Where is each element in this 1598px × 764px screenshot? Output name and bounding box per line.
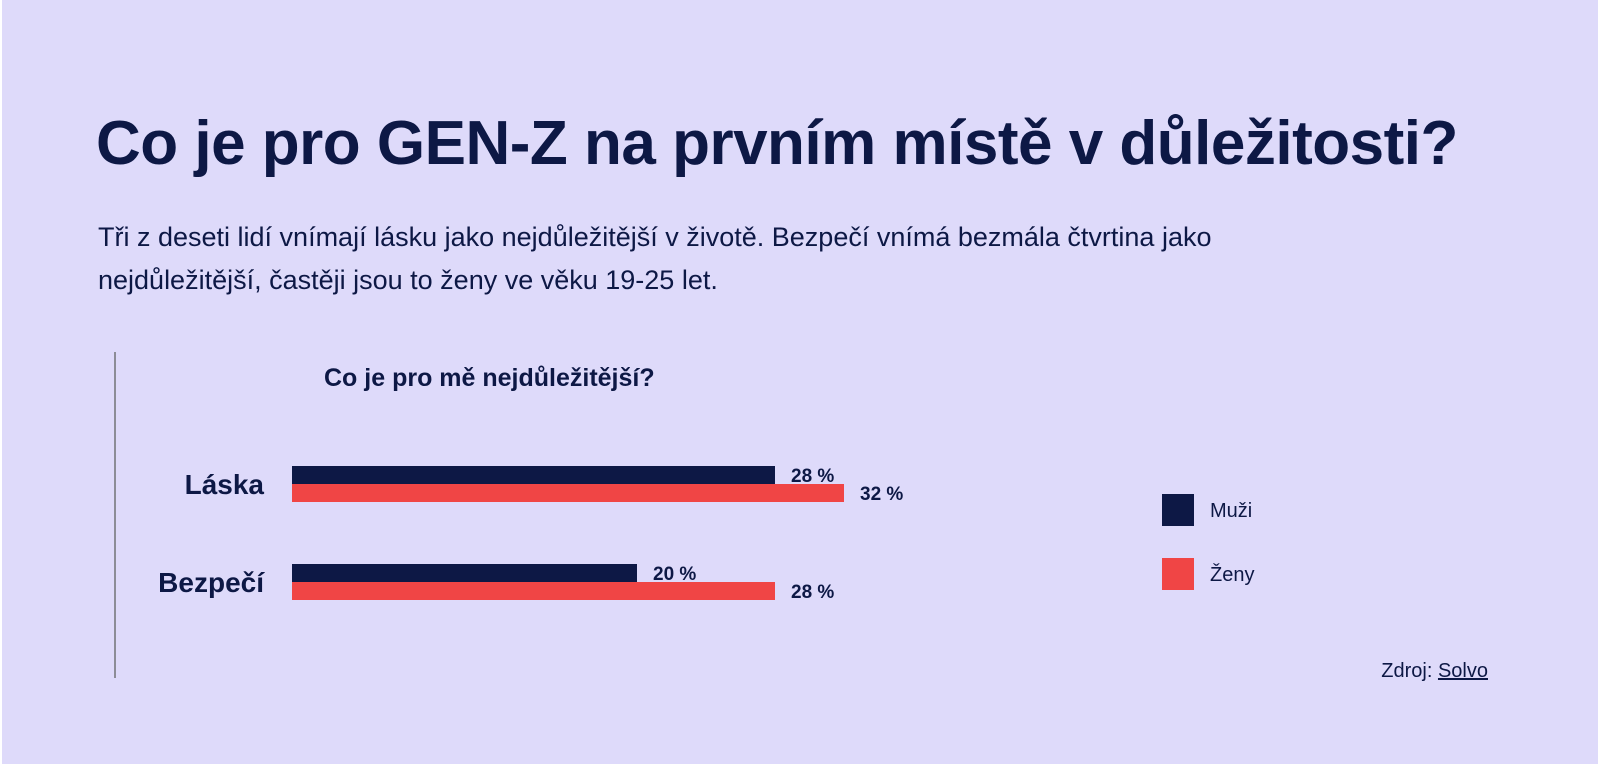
category-label-bezpeci: Bezpečí (158, 567, 265, 598)
bar-zeny-laska (292, 484, 844, 502)
legend-swatch-muzi (1162, 494, 1194, 526)
legend-item-zeny: Ženy (1162, 558, 1322, 592)
headline: Co je pro GEN-Z na prvním místě v důleži… (96, 109, 1458, 178)
data-label-muzi-bezpeci: 20 % (653, 564, 696, 585)
bar-muzi-bezpeci (292, 564, 637, 582)
legend-label-zeny: Ženy (1210, 564, 1255, 586)
legend-label-muzi: Muži (1210, 500, 1253, 522)
bar-muzi-laska (292, 466, 775, 484)
source-link[interactable]: Solvo (1437, 660, 1488, 682)
source-label: Zdroj: (1381, 660, 1433, 682)
data-label-zeny-bezpeci: 28 % (791, 582, 834, 603)
legend-swatch-zeny (1162, 558, 1194, 590)
lede-paragraph: Tři z deseti lidí vnímají lásku jako nej… (98, 222, 1212, 295)
source-line: Zdroj: Solvo (1381, 660, 1488, 683)
legend-item-muzi: Muži (1162, 494, 1322, 528)
category-label-laska: Láska (185, 469, 265, 500)
data-label-muzi-laska: 28 % (791, 466, 834, 487)
divider-rule (114, 352, 116, 678)
data-label-zeny-laska: 32 % (860, 484, 903, 505)
bar-zeny-bezpeci (292, 582, 775, 600)
chart-title: Co je pro mě nejdůležitější? (324, 364, 655, 392)
